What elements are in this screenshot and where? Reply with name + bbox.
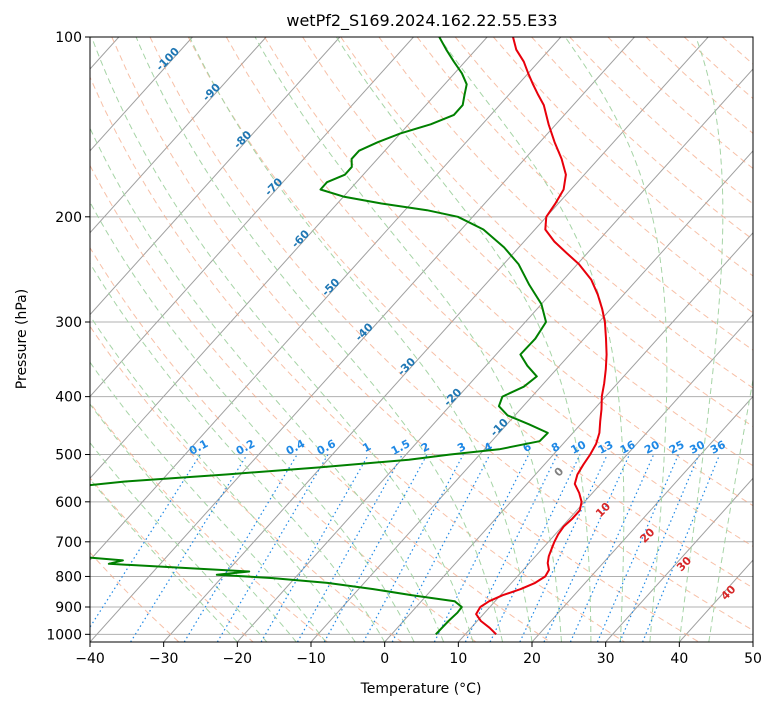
- x-tick-label: 10: [449, 651, 467, 667]
- isotherm-line: [90, 37, 562, 561]
- y-tick-label: 700: [55, 535, 82, 551]
- moist-adiabat: [678, 37, 724, 642]
- x-tick-label: −10: [296, 651, 326, 667]
- mixing-ratio-label: 13: [596, 438, 616, 457]
- x-axis-label: Temperature (°C): [360, 681, 482, 697]
- chart-title: wetPf2_S169.2024.162.22.55.E33: [286, 11, 557, 31]
- x-tick-label: 30: [597, 651, 615, 667]
- plot-frame: [89, 36, 754, 643]
- x-axis-ticks: −40 −30 −20 −10 0 10 20 30 40 50: [75, 642, 762, 667]
- moist-adiabat: [91, 37, 474, 642]
- mixing-ratio-line: [464, 454, 558, 642]
- moist-adiabat: [564, 37, 668, 642]
- y-tick-label: 900: [55, 600, 82, 616]
- y-axis-label: Pressure (hPa): [14, 289, 30, 389]
- mixing-ratio-line: [391, 454, 491, 642]
- x-tick-label: 20: [523, 651, 541, 667]
- dry-adiabat: [264, 37, 753, 507]
- isotherm-line: [90, 37, 193, 152]
- mixing-ratio-label: 20: [642, 438, 662, 457]
- x-tick-label: −20: [223, 651, 253, 667]
- x-tick-label: 50: [744, 651, 762, 667]
- y-tick-label: 500: [55, 448, 82, 464]
- mixing-ratio-line: [90, 454, 201, 629]
- moist-adiabat: [708, 376, 753, 642]
- dry-adiabat: [149, 37, 753, 631]
- dry-adiabat: [416, 37, 753, 351]
- mixing-ratio-line: [183, 454, 298, 642]
- isotherm-line: [163, 37, 709, 642]
- x-tick-label: −30: [149, 651, 179, 667]
- moist-adiabat: [90, 361, 327, 642]
- y-tick-label: 200: [55, 210, 82, 226]
- dry-adiabat: [90, 551, 180, 642]
- moist-adiabat: [90, 201, 415, 642]
- background-lines: [90, 37, 753, 642]
- dry-adiabat: [90, 164, 551, 642]
- mixing-ratio-label: 30: [687, 438, 707, 457]
- sounding-series: [90, 37, 608, 636]
- mixing-ratio-line: [519, 454, 608, 642]
- dry-adiabat: [187, 37, 753, 589]
- x-tick-label: −40: [75, 651, 105, 667]
- mixing-ratio-label: 10: [569, 438, 589, 457]
- isotherm-line: [531, 395, 753, 642]
- moist-adiabat: [335, 37, 592, 642]
- mixing-ratio-label: 25: [667, 438, 687, 457]
- isotherm-line: [384, 231, 753, 642]
- mixing-ratio-line: [216, 454, 329, 642]
- moist-adiabat: [90, 127, 445, 642]
- dry-adiabat: [90, 246, 477, 642]
- mixing-ratio-line: [130, 454, 248, 642]
- mixing-ratio-line: [489, 454, 581, 642]
- dry-adiabat: [90, 477, 254, 642]
- isotherm-line: [90, 37, 267, 234]
- isotherm-line: [236, 68, 753, 642]
- y-axis-ticks: 100 200 300 400 500 600 700 800 900 1000: [46, 30, 90, 643]
- mixing-ratio-label: 36: [708, 438, 728, 457]
- temperature-line: [475, 37, 608, 636]
- dry-adiabat: [225, 37, 753, 547]
- y-tick-label: 300: [55, 315, 82, 331]
- x-tick-label: 40: [670, 651, 688, 667]
- y-tick-label: 1000: [46, 627, 82, 643]
- y-tick-label: 100: [55, 30, 82, 46]
- isotherm-line: [90, 37, 635, 642]
- moist-adiabat: [90, 478, 238, 642]
- isotherm-line: [605, 477, 753, 642]
- dry-adiabat: [378, 37, 753, 389]
- dry-adiabat: [454, 37, 753, 314]
- y-tick-label: 400: [55, 390, 82, 406]
- moist-adiabat: [90, 441, 268, 642]
- moist-adiabat: [254, 37, 562, 642]
- dewpoint-line: [90, 37, 549, 635]
- mixing-ratio-label: 16: [618, 438, 638, 457]
- mixing-ratio-line: [543, 454, 630, 642]
- moist-adiabat: [90, 403, 297, 642]
- mixing-ratio-line: [433, 454, 530, 642]
- dry-adiabat: [90, 76, 625, 642]
- x-tick-label: 0: [380, 651, 389, 667]
- mixing-ratio-line: [260, 454, 370, 642]
- isotherm-line: [457, 313, 753, 642]
- y-tick-label: 800: [55, 569, 82, 585]
- plot-area: [90, 37, 753, 642]
- moist-adiabat: [438, 37, 625, 642]
- isotherm-line: [90, 37, 341, 316]
- moist-adiabat: [90, 315, 356, 642]
- isotherm-line: [310, 150, 753, 642]
- isotherm-line: [752, 641, 753, 642]
- y-tick-label: 600: [55, 495, 82, 511]
- dry-adiabat: [111, 37, 700, 642]
- moist-adiabat: [189, 37, 533, 642]
- isotherm-line: [90, 37, 488, 480]
- dry-adiabat: [90, 402, 328, 642]
- isotherm-line: [90, 37, 414, 398]
